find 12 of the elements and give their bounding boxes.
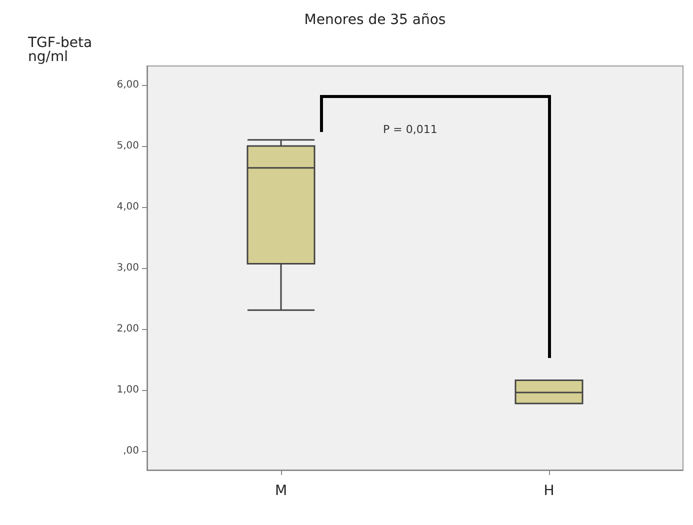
annotation: P = 0,011 xyxy=(383,123,438,136)
chart-title: Menores de 35 años xyxy=(304,12,446,28)
x-tick-label: M xyxy=(274,483,288,499)
y-tick-label: 6,00 xyxy=(116,79,139,90)
x-tick-label: H xyxy=(544,483,554,499)
y-tick-label: 1,00 xyxy=(116,384,139,396)
y-axis-title: TGF-beta ng/ml xyxy=(27,35,97,65)
y-tick-label: 3,00 xyxy=(116,262,139,274)
y-tick-label: ,00 xyxy=(123,446,139,457)
y-tick-label: 5,00 xyxy=(116,140,139,152)
y-tick-label: 4,00 xyxy=(116,201,139,212)
y-tick-label: 2,00 xyxy=(116,324,139,335)
